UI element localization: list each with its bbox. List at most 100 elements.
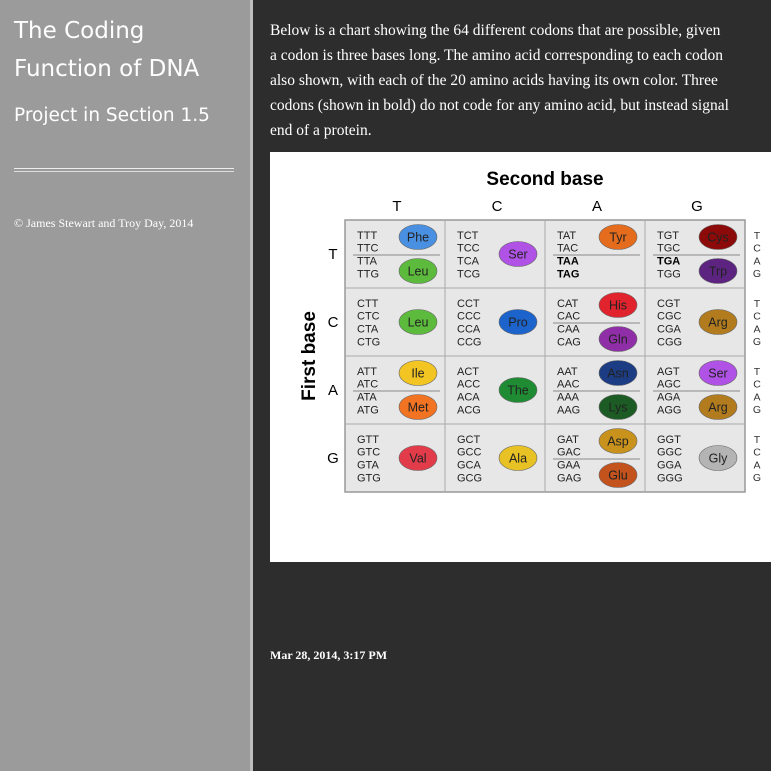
codon: ACT xyxy=(457,366,479,378)
x-axis-label: Second base xyxy=(486,169,603,190)
codon: TAG xyxy=(557,268,579,280)
amino-acid-oval xyxy=(498,309,538,335)
codon: TGG xyxy=(657,268,681,280)
amino-acid-label: Ile xyxy=(411,366,424,380)
codon: CCA xyxy=(457,324,481,336)
amino-acid-oval xyxy=(398,445,438,471)
site-title[interactable]: The Coding xyxy=(14,18,145,44)
codon: CAC xyxy=(557,311,580,323)
codon: GCC xyxy=(457,447,482,459)
amino-acid-oval xyxy=(498,241,538,267)
codon: CAG xyxy=(557,336,581,348)
codon: GTC xyxy=(357,447,380,459)
paragraph-line: Below is a chart showing the 64 differen… xyxy=(270,22,721,39)
third-base: G xyxy=(753,336,761,348)
codon: TTC xyxy=(357,243,378,255)
paragraph-line: codons (shown in bold) do not code for a… xyxy=(270,97,729,114)
codon: AAT xyxy=(557,366,578,378)
amino-acid-label: Trp xyxy=(709,264,727,278)
codon: TGA xyxy=(657,256,680,268)
amino-acid-label: The xyxy=(507,383,529,397)
codon: GGT xyxy=(657,434,681,446)
codon: TCG xyxy=(457,268,480,280)
codon: TGC xyxy=(657,243,680,255)
codon: CCT xyxy=(457,298,480,310)
third-base: A xyxy=(753,323,760,335)
codon: CCC xyxy=(457,311,481,323)
amino-acid-oval xyxy=(698,394,738,420)
third-base: G xyxy=(753,268,761,280)
codon: TGT xyxy=(657,230,679,242)
amino-acid-label: Glu xyxy=(608,468,628,482)
codon: ACC xyxy=(457,379,480,391)
codon: CGT xyxy=(657,298,681,310)
amino-acid-label: Asn xyxy=(607,366,629,380)
third-base: A xyxy=(753,391,760,403)
codon: AAG xyxy=(557,404,580,416)
amino-acid-label: Gln xyxy=(608,332,628,346)
third-base: T xyxy=(754,230,761,242)
third-base: G xyxy=(753,472,761,484)
codon: GCA xyxy=(457,460,482,472)
third-base: G xyxy=(753,404,761,416)
column-header: A xyxy=(592,198,602,215)
amino-acid-label: Ser xyxy=(708,366,727,380)
amino-acid-label: Ser xyxy=(508,247,527,261)
codon: GAG xyxy=(557,472,581,484)
copyright: © James Stewart and Troy Day, 2014 xyxy=(14,216,194,230)
amino-acid-label: Ala xyxy=(509,451,527,465)
amino-acid-oval xyxy=(498,377,538,403)
sidebar: The Coding Function of DNA Project in Se… xyxy=(0,0,253,771)
third-base: A xyxy=(753,459,760,471)
column-header: G xyxy=(691,198,703,215)
post-date: Mar 28, 2014, 3:17 PM xyxy=(270,648,388,662)
codon: TAT xyxy=(557,230,576,242)
amino-acid-label: Tyr xyxy=(609,230,626,244)
amino-acid-oval xyxy=(598,326,638,352)
third-base: T xyxy=(754,366,761,378)
row-header: C xyxy=(328,314,339,331)
amino-acid-oval xyxy=(598,428,638,454)
amino-acid-label: Phe xyxy=(407,230,429,244)
codon: CTT xyxy=(357,298,379,310)
codon: ATC xyxy=(357,379,378,391)
amino-acid-oval xyxy=(398,394,438,420)
codon: ATG xyxy=(357,404,379,416)
row-header: A xyxy=(328,382,338,399)
amino-acid-oval xyxy=(598,292,638,318)
paragraph-line: a codon is three bases long. The amino a… xyxy=(270,47,723,64)
site-title[interactable]: Function of DNA xyxy=(14,56,200,82)
amino-acid-label: Asp xyxy=(607,434,629,448)
codon: GGA xyxy=(657,460,682,472)
amino-acid-oval xyxy=(698,258,738,284)
codon: CAA xyxy=(557,324,580,336)
codon: GAT xyxy=(557,434,579,446)
amino-acid-label: Gly xyxy=(709,451,729,465)
third-base: C xyxy=(753,311,761,323)
codon: GCT xyxy=(457,434,481,446)
codon: TAA xyxy=(557,256,579,268)
codon: GCG xyxy=(457,472,482,484)
codon: AGT xyxy=(657,366,680,378)
amino-acid-label: His xyxy=(609,298,627,312)
amino-acid-oval xyxy=(398,309,438,335)
amino-acid-oval xyxy=(398,258,438,284)
site-subtitle: Project in Section 1.5 xyxy=(14,105,210,126)
codon: CTA xyxy=(357,324,379,336)
codon: GAA xyxy=(557,460,581,472)
amino-acid-oval xyxy=(398,360,438,386)
codon: CGA xyxy=(657,324,682,336)
codon: GGC xyxy=(657,447,682,459)
amino-acid-label: Arg xyxy=(708,315,728,329)
codon: CAT xyxy=(557,298,578,310)
codon: TCC xyxy=(457,243,480,255)
third-base: C xyxy=(753,447,761,459)
codon: CCG xyxy=(457,336,481,348)
codon: TTG xyxy=(357,268,379,280)
amino-acid-oval xyxy=(598,360,638,386)
codon: AAC xyxy=(557,379,580,391)
codon: GTT xyxy=(357,434,379,446)
codon: ACG xyxy=(457,404,481,416)
codon: CGG xyxy=(657,336,682,348)
